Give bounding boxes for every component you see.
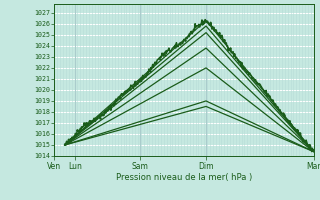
X-axis label: Pression niveau de la mer( hPa ): Pression niveau de la mer( hPa ) [116,173,252,182]
